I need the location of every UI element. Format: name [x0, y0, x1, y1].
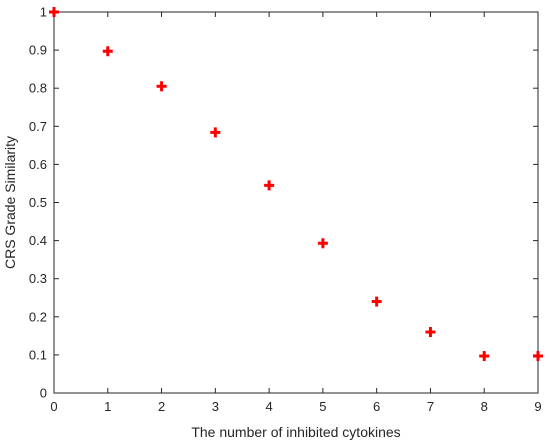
data-point: [156, 81, 167, 92]
x-tick-label: 1: [104, 399, 111, 414]
x-axis-title: The number of inhibited cytokines: [191, 424, 400, 440]
data-point: [479, 351, 490, 362]
x-tick-label: 3: [212, 399, 219, 414]
y-tick-label: 0.4: [29, 233, 47, 248]
y-tick-label: 0.7: [29, 119, 47, 134]
data-point: [317, 238, 328, 249]
data-points: [49, 7, 543, 362]
x-tick-label: 6: [373, 399, 380, 414]
x-tick-label: 5: [319, 399, 326, 414]
y-tick-label: 0.1: [29, 347, 47, 362]
x-tick-label: 4: [265, 399, 272, 414]
x-tick-label: 2: [158, 399, 165, 414]
x-tick-label: 7: [427, 399, 434, 414]
data-point: [210, 127, 221, 138]
x-tick-label: 8: [481, 399, 488, 414]
y-axis-title: CRS Grade Similarity: [2, 136, 18, 269]
plot-area: [53, 11, 539, 394]
y-tick-label: 0.6: [29, 157, 47, 172]
data-point: [264, 180, 275, 191]
y-tick-label: 0.8: [29, 81, 47, 96]
y-axis-ticks: 0 0.1 0.2 0.3 0.4 0.5 0.6 0.7 0.8 0.9 1: [29, 5, 538, 401]
data-point: [425, 327, 436, 338]
y-tick-label: 0.9: [29, 43, 47, 58]
data-point: [371, 296, 382, 307]
y-tick-label: 0.3: [29, 271, 47, 286]
y-tick-label: 0.2: [29, 309, 47, 324]
x-tick-label: 9: [534, 399, 541, 414]
data-point: [49, 7, 59, 17]
data-point: [533, 351, 543, 362]
x-tick-label: 0: [50, 399, 57, 414]
x-axis-ticks: 0 1 2 3 4 5 6 7 8 9: [50, 12, 542, 414]
data-point: [102, 46, 113, 57]
y-tick-label: 0.5: [29, 195, 47, 210]
y-tick-label: 1: [40, 5, 47, 20]
y-tick-label: 0: [40, 386, 47, 401]
